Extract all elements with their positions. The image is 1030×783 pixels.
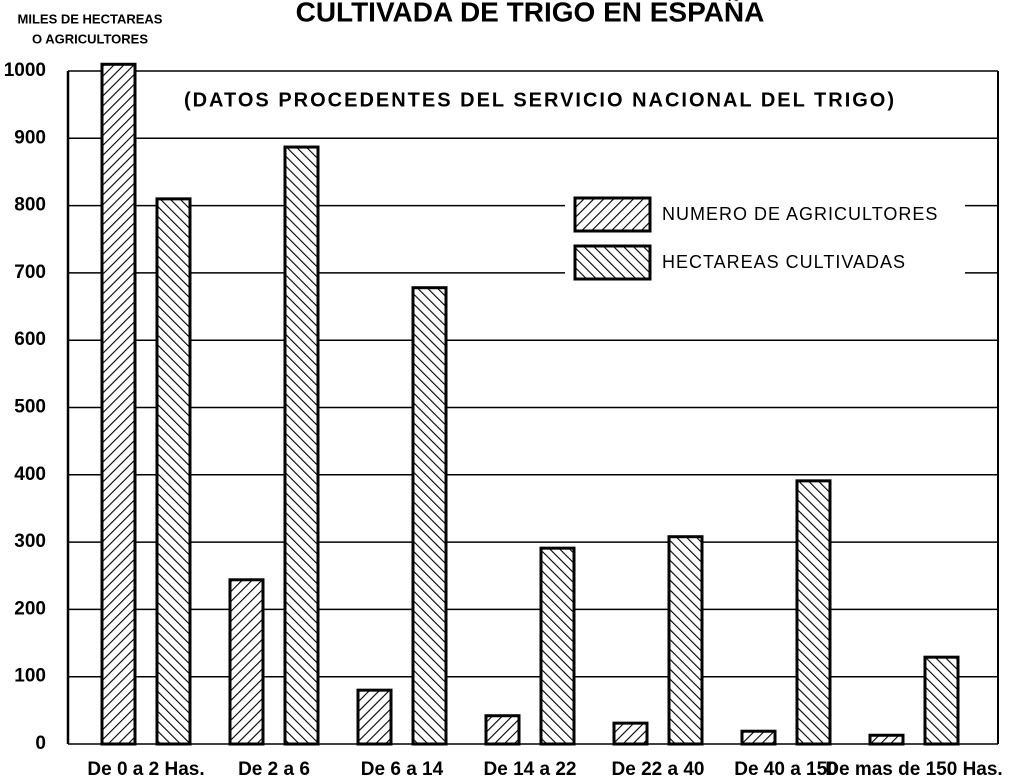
y-tick-label: 600	[14, 329, 46, 350]
bar	[411, 286, 448, 746]
x-tick-label: De 0 a 2 Has.	[87, 759, 204, 780]
bar	[868, 733, 905, 746]
y-tick-label: 500	[14, 397, 46, 418]
y-tick-label: 800	[14, 195, 46, 216]
y-axis-label: MILES DE HECTAREAS	[18, 11, 163, 26]
bar	[667, 535, 704, 746]
bar	[484, 714, 521, 746]
bar	[283, 145, 320, 746]
bar	[356, 688, 393, 746]
x-tick-label: De 22 a 40	[612, 759, 705, 780]
legend-swatch	[573, 244, 652, 281]
bar	[539, 546, 576, 746]
bar	[228, 578, 265, 746]
legend-label: HECTAREAS CULTIVADAS	[662, 252, 906, 272]
y-tick-label: 700	[14, 262, 46, 283]
y-tick-label: 0	[35, 733, 46, 754]
legend-label: NUMERO DE AGRICULTORES	[662, 204, 938, 224]
x-tick-label: De 40 a 150	[734, 759, 838, 780]
x-tick-label: De 6 a 14	[361, 759, 444, 780]
chart-title: CULTIVADA DE TRIGO EN ESPAÑA	[296, 0, 765, 27]
bar	[795, 479, 832, 746]
y-tick-label: 200	[14, 598, 46, 619]
y-tick-label: 300	[14, 531, 46, 552]
chart-subtitle: (DATOS PROCEDENTES DEL SERVICIO NACIONAL…	[184, 89, 896, 111]
bar	[612, 721, 649, 746]
y-tick-label: 100	[14, 666, 46, 687]
x-tick-label: De mas de 150 Has.	[825, 759, 1002, 780]
legend-swatch	[573, 196, 652, 233]
bar	[100, 62, 137, 746]
bar	[740, 729, 777, 746]
y-tick-label: 1000	[4, 60, 46, 81]
y-tick-label: 400	[14, 464, 46, 485]
x-tick-label: De 2 a 6	[238, 759, 310, 780]
y-axis-label: O AGRICULTORES	[32, 31, 148, 46]
subtitle-bg	[180, 86, 900, 116]
x-tick-label: De 14 a 22	[484, 759, 577, 780]
y-tick-label: 900	[14, 127, 46, 148]
bar	[923, 655, 960, 746]
bar	[155, 197, 192, 746]
